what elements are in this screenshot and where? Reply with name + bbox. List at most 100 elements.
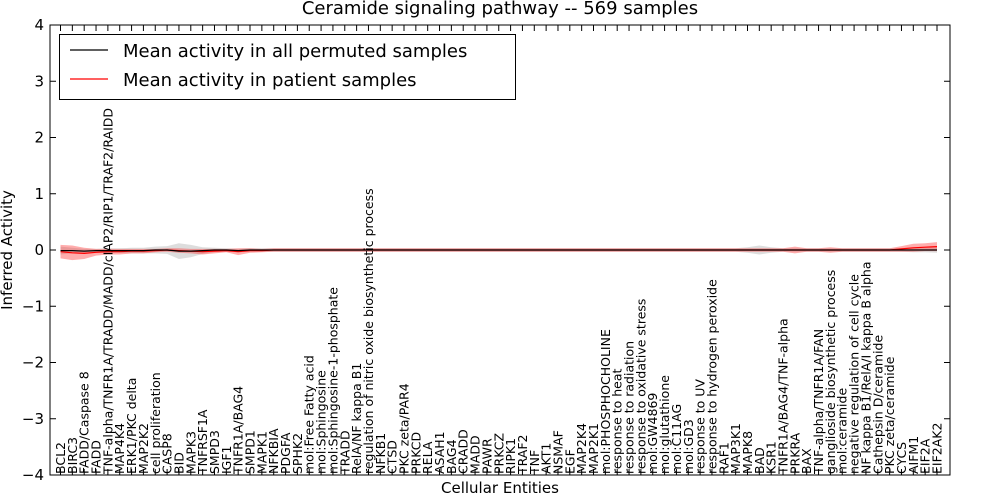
spread-band-1	[60, 242, 937, 261]
x-tick-label: PAWR	[479, 438, 494, 474]
x-tick-label: mol:glutathione	[657, 375, 672, 474]
x-tick-label: mol:GW4869	[645, 393, 660, 474]
x-tick-label: AIFM1	[906, 436, 921, 474]
y-tick-label: −1	[22, 297, 44, 315]
x-tick-label: BCL2	[53, 442, 68, 474]
x-tick-label: PRKCD	[408, 432, 423, 474]
x-tick-label: RIPK1	[503, 438, 518, 474]
x-tick-label: BID	[171, 452, 186, 474]
x-tick-label: EIF2AK2	[930, 423, 945, 474]
x-tick-label: TNF-alpha/TNFR1A/TRADD/MADD/cIAP2/RIP1/T…	[100, 108, 115, 475]
x-tick-label: SPHK2	[290, 433, 305, 474]
legend-label-permuted: Mean activity in all permuted samples	[123, 41, 467, 62]
x-tick-label: TRADD	[337, 430, 352, 475]
x-tick-label: PDGFA	[278, 432, 293, 474]
x-tick-label: PKC zeta/ceramide	[882, 356, 897, 474]
x-tick-label: SMPD1	[243, 430, 258, 474]
x-tick-label: PRKCZ	[491, 433, 506, 474]
y-tick-label: −3	[22, 410, 44, 428]
x-tick-label: IGF1	[219, 445, 234, 474]
x-tick-label: mol:Sphingosine	[314, 370, 329, 474]
x-tick-label: regulation of nitric oxide biosynthetic …	[361, 188, 376, 474]
y-tick-label: 4	[34, 16, 44, 34]
series-line-permuted	[60, 249, 937, 252]
x-tick-label: negative regulation of cell cycle	[847, 274, 862, 474]
y-tick-label: 3	[34, 72, 44, 90]
x-tick-label: Cathepsin D/ceramide	[870, 334, 885, 474]
x-tick-label: CTSD	[385, 440, 400, 474]
x-tick-label: TNFR1A/BAG4	[231, 386, 246, 475]
y-tick-label: 2	[34, 129, 44, 147]
x-tick-label: BAD	[752, 447, 767, 474]
y-tick-label: 1	[34, 185, 44, 203]
x-tick-label: CRADD	[456, 429, 471, 474]
series-lines	[60, 246, 938, 255]
x-tick-label: mol:GD3	[681, 419, 696, 474]
x-tick-label: AKT1	[539, 443, 554, 474]
spread-band-0	[60, 243, 937, 259]
x-tick-label: PKC zeta/PAR4	[396, 383, 411, 474]
x-tick-label: RelA/NF kappa B1	[349, 363, 364, 474]
x-tick-label: MAP3K1	[728, 423, 743, 474]
x-tick-label: mol:ceramide	[835, 388, 850, 474]
x-tick-label: MAP2K2	[136, 423, 151, 474]
chart-title: Ceramide signaling pathway -- 569 sample…	[302, 0, 698, 19]
x-tick-label: MADD	[468, 435, 483, 474]
x-tick-label: NSMAF	[550, 430, 565, 474]
y-tick-label: −2	[22, 354, 44, 372]
x-tick-label: SMPD3	[207, 430, 222, 474]
x-tick-label: MAPK8	[740, 431, 755, 474]
x-tick-label: KSR1	[764, 441, 779, 474]
x-tick-label: ASAH1	[432, 431, 447, 474]
x-tick-label: MAP2K4	[574, 423, 589, 474]
x-tick-label: TNFRSF1A	[195, 409, 210, 475]
x-tick-label: CASP8	[160, 433, 175, 474]
legend-label-patient: Mean activity in patient samples	[123, 70, 417, 91]
x-tick-label: NFKBIA	[266, 428, 281, 474]
x-tick-label: TRAF2	[515, 434, 530, 475]
x-tick-label: MAPK3	[183, 431, 198, 474]
x-ticks	[60, 25, 938, 475]
y-tick-label: −4	[22, 466, 44, 484]
x-tick-label: MAPK1	[254, 431, 269, 474]
x-tick-label: mol:C11AG	[669, 404, 684, 474]
x-tick-label: FADD/Caspase 8	[77, 371, 92, 474]
legend-box	[59, 34, 516, 100]
x-tick-label: response to radiation	[622, 341, 637, 474]
x-tick-label: NFKB1	[373, 433, 388, 474]
x-tick-label: cell proliferation	[148, 372, 163, 474]
x-tick-label: BAX	[799, 448, 814, 474]
x-tick-label: response to hydrogen peroxide	[704, 279, 719, 474]
x-tick-label: ERK1/PKC delta	[124, 378, 139, 474]
x-tick-label: EIF2A	[918, 438, 933, 474]
x-tick-label: EGF	[562, 449, 577, 474]
y-axis-label: Inferred Activity	[0, 190, 16, 310]
x-axis-label: Cellular Entities	[441, 479, 559, 497]
spread-bands	[60, 242, 937, 261]
y-ticks: −4 −3 −2 −1 0 1 2 3 4	[22, 16, 950, 484]
x-tick-label: TNFR1A/BAG4/TNF-alpha	[776, 318, 791, 475]
x-tick-label: BAG4	[444, 439, 459, 474]
x-tick-label: ganglioside biosynthetic process	[823, 270, 838, 474]
x-tick-label: mol:Sphingosine-1-phosphate	[325, 287, 340, 474]
x-tick-label: TNF-alpha/TNFR1A/FAN	[811, 329, 826, 475]
x-tick-label: RELA	[420, 441, 435, 474]
x-tick-label: PRKRA	[787, 432, 802, 474]
x-tick-label: mol:Free Fatty acid	[302, 355, 317, 474]
x-tick-label: TNF	[527, 450, 542, 475]
y-tick-label: 0	[34, 241, 44, 259]
x-tick-label: mol:PHOSPHOCHOLINE	[598, 329, 613, 474]
x-tick-label: BIRC3	[65, 437, 80, 474]
x-tick-label: NF kappa B1/RelA/I kappa B alpha	[858, 261, 873, 474]
x-tick-label: RAF1	[716, 442, 731, 474]
plot-frame	[49, 24, 951, 476]
x-tick-label: CYCS	[894, 442, 909, 474]
x-tick-label: response to UV	[693, 379, 708, 474]
x-tick-label: MAP2K1	[586, 423, 601, 474]
legend: Mean activity in all permuted samples Me…	[59, 34, 516, 100]
x-tick-label: MAP4K4	[112, 423, 127, 474]
x-tick-label: response to oxidative stress	[633, 299, 648, 474]
x-tick-label: response to heat	[610, 368, 625, 474]
